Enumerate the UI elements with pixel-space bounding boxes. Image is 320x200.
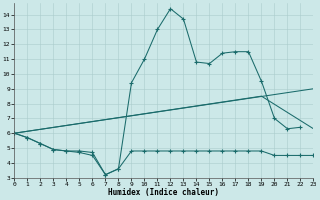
X-axis label: Humidex (Indice chaleur): Humidex (Indice chaleur) [108,188,220,197]
